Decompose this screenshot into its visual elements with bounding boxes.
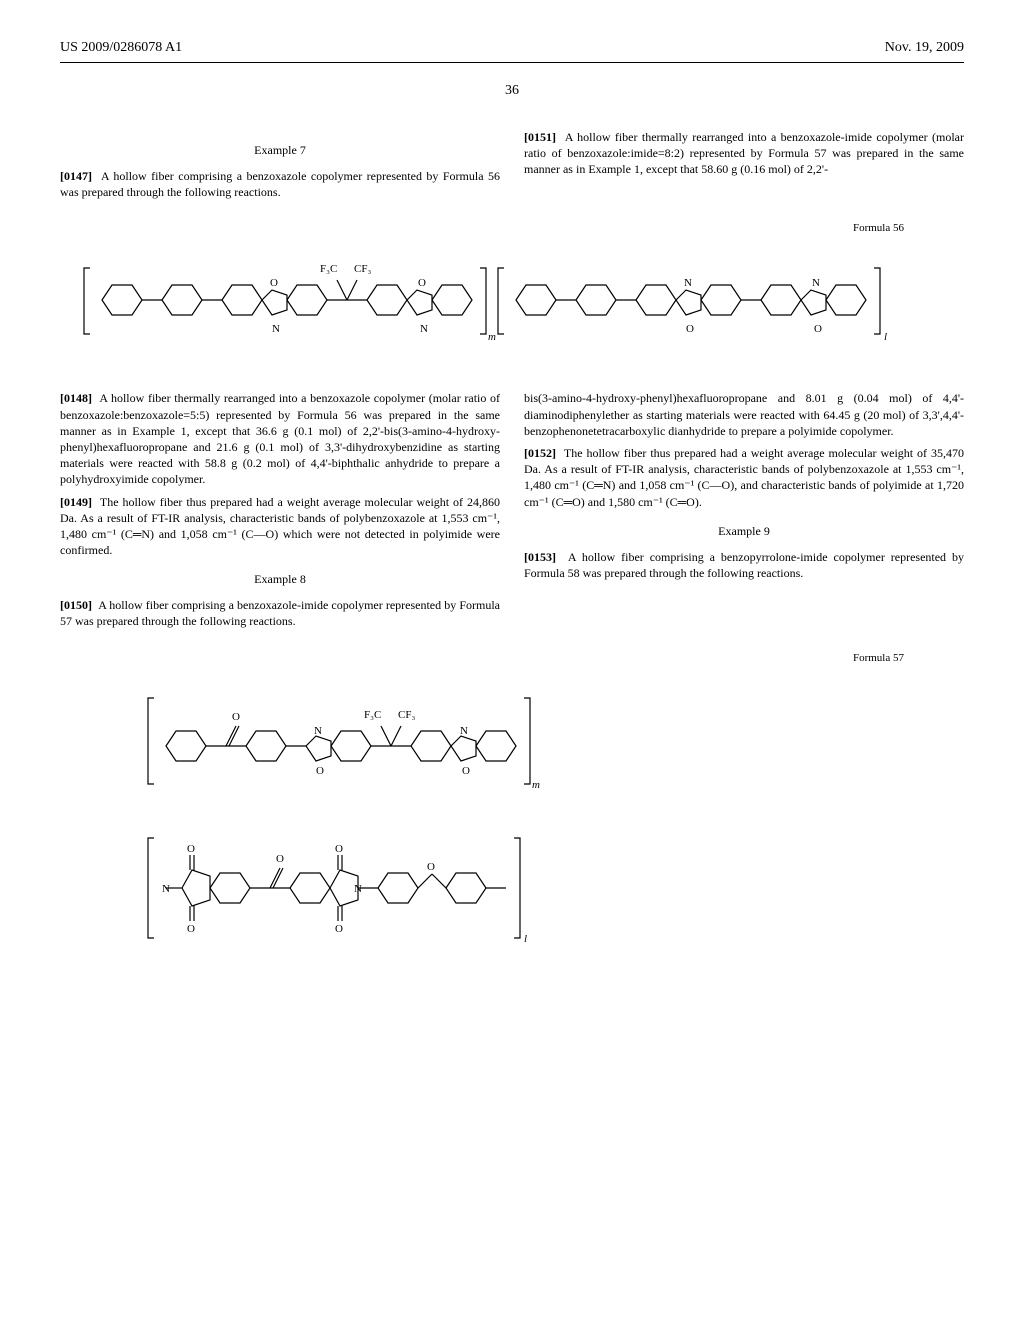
left-column-top: Example 7 [0147] A hollow fiber comprisi… bbox=[60, 129, 500, 206]
svg-text:N: N bbox=[812, 277, 820, 289]
para-num: [0149] bbox=[60, 495, 92, 509]
svg-text:O: O bbox=[316, 765, 324, 777]
svg-text:N: N bbox=[272, 323, 280, 335]
example-7-heading: Example 7 bbox=[60, 143, 500, 158]
svg-text:O: O bbox=[187, 923, 195, 935]
n-label: N bbox=[314, 725, 322, 737]
para-text: A hollow fiber thermally rearranged into… bbox=[524, 130, 964, 176]
para-0147: [0147] A hollow fiber comprising a benzo… bbox=[60, 168, 500, 200]
svg-text:O: O bbox=[427, 861, 435, 873]
svg-text:N: N bbox=[684, 277, 692, 289]
para-0148: [0148] A hollow fiber thermally rearrang… bbox=[60, 390, 500, 487]
para-text: A hollow fiber comprising a benzoxazole … bbox=[60, 169, 500, 199]
top-columns: Example 7 [0147] A hollow fiber comprisi… bbox=[60, 129, 964, 206]
para-text: A hollow fiber comprising a benzoxazole-… bbox=[60, 598, 500, 628]
para-text: bis(3-amino-4-hydroxy-phenyl)hexafluorop… bbox=[524, 391, 964, 437]
cf3-label: F₃C bbox=[364, 709, 381, 721]
sub-m: m bbox=[488, 331, 496, 343]
svg-text:N: N bbox=[354, 883, 362, 895]
formula-56-label: Formula 56 bbox=[60, 222, 904, 234]
n-label: N bbox=[460, 725, 468, 737]
formula-57: O F₃C CF₃ N O N O m N O O O O O N O l bbox=[60, 670, 964, 960]
example-9-heading: Example 9 bbox=[524, 524, 964, 539]
para-0151b: bis(3-amino-4-hydroxy-phenyl)hexafluorop… bbox=[524, 390, 964, 439]
svg-text:N: N bbox=[162, 883, 170, 895]
cf3-label: CF₃ bbox=[354, 263, 371, 275]
para-0153: [0153] A hollow fiber comprising a benzo… bbox=[524, 549, 964, 581]
para-num: [0151] bbox=[524, 130, 556, 144]
svg-text:O: O bbox=[335, 843, 343, 855]
page-number: 36 bbox=[60, 83, 964, 99]
svg-text:O: O bbox=[686, 323, 694, 335]
svg-text:O: O bbox=[814, 323, 822, 335]
left-column-mid: [0148] A hollow fiber thermally rearrang… bbox=[60, 390, 500, 635]
para-num: [0148] bbox=[60, 391, 92, 405]
para-0150: [0150] A hollow fiber comprising a benzo… bbox=[60, 597, 500, 629]
svg-text:O: O bbox=[270, 277, 278, 289]
cf3-label: F₃C bbox=[320, 263, 337, 275]
para-0149: [0149] The hollow fiber thus prepared ha… bbox=[60, 494, 500, 559]
sub-m: m bbox=[532, 779, 540, 791]
sub-l: l bbox=[884, 331, 887, 343]
para-text: The hollow fiber thus prepared had a wei… bbox=[524, 446, 964, 509]
sub-l: l bbox=[524, 933, 527, 945]
example-8-heading: Example 8 bbox=[60, 572, 500, 587]
formula-57-label: Formula 57 bbox=[60, 652, 904, 664]
formula-56: F₃C CF₃ N O O N N O N O m l bbox=[60, 240, 964, 360]
svg-text:O: O bbox=[276, 853, 284, 865]
para-text: A hollow fiber thermally rearranged into… bbox=[60, 391, 500, 486]
para-num: [0147] bbox=[60, 169, 92, 183]
para-num: [0152] bbox=[524, 446, 556, 460]
formula-56-svg: F₃C CF₃ N O O N N O N O m l bbox=[72, 240, 952, 360]
para-text: The hollow fiber thus prepared had a wei… bbox=[60, 495, 500, 558]
para-text: A hollow fiber comprising a benzopyrrolo… bbox=[524, 550, 964, 580]
svg-text:O: O bbox=[187, 843, 195, 855]
pub-date: Nov. 19, 2009 bbox=[885, 40, 964, 56]
formula-57-svg: O F₃C CF₃ N O N O m N O O O O O N O l bbox=[132, 670, 892, 960]
svg-text:O: O bbox=[462, 765, 470, 777]
page-header: US 2009/0286078 A1 Nov. 19, 2009 bbox=[60, 40, 964, 63]
right-column-top: [0151] A hollow fiber thermally rearrang… bbox=[524, 129, 964, 206]
middle-columns: [0148] A hollow fiber thermally rearrang… bbox=[60, 390, 964, 635]
para-num: [0150] bbox=[60, 598, 92, 612]
para-0151: [0151] A hollow fiber thermally rearrang… bbox=[524, 129, 964, 178]
para-num: [0153] bbox=[524, 550, 556, 564]
svg-text:N: N bbox=[420, 323, 428, 335]
para-0152: [0152] The hollow fiber thus prepared ha… bbox=[524, 445, 964, 510]
svg-text:O: O bbox=[335, 923, 343, 935]
cf3-label: CF₃ bbox=[398, 709, 415, 721]
o-label: O bbox=[232, 711, 240, 723]
svg-text:O: O bbox=[418, 277, 426, 289]
pub-number: US 2009/0286078 A1 bbox=[60, 40, 182, 56]
page: US 2009/0286078 A1 Nov. 19, 2009 36 Exam… bbox=[0, 0, 1024, 1030]
right-column-mid: bis(3-amino-4-hydroxy-phenyl)hexafluorop… bbox=[524, 390, 964, 635]
